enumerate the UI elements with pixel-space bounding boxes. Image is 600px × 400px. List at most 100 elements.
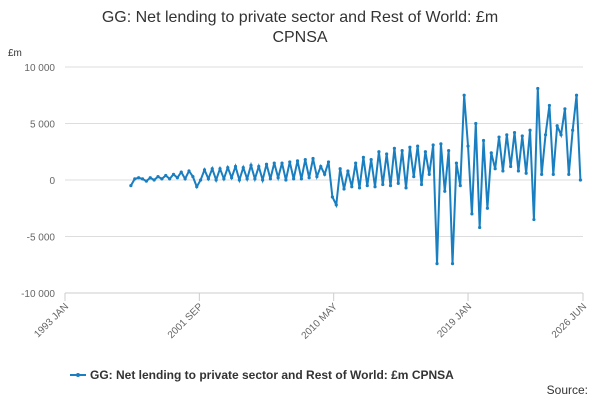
data-point: [338, 167, 342, 171]
data-point: [237, 178, 241, 182]
data-point: [261, 178, 265, 182]
data-point: [311, 156, 315, 161]
x-tick-label: 2019 JAN: [435, 301, 474, 340]
data-point: [474, 121, 478, 126]
x-tick-label: 2001 SEP: [166, 301, 206, 341]
data-point: [133, 177, 137, 181]
data-point: [288, 160, 292, 164]
data-point: [241, 165, 245, 170]
y-tick-label: 10 000: [24, 63, 55, 74]
data-point: [369, 158, 373, 162]
data-point: [303, 158, 307, 162]
data-point: [140, 177, 145, 181]
data-point: [578, 178, 583, 182]
data-point: [156, 175, 160, 179]
data-point: [532, 217, 536, 222]
data-point: [292, 177, 296, 181]
data-point: [536, 86, 540, 91]
data-point: [307, 176, 311, 180]
data-point: [354, 161, 358, 165]
data-point: [249, 163, 253, 167]
data-point: [373, 185, 377, 189]
data-point: [512, 130, 517, 135]
data-point: [427, 172, 431, 176]
data-point: [295, 159, 300, 163]
y-tick-label: 0: [49, 176, 55, 187]
data-point: [381, 182, 385, 187]
data-point: [218, 167, 222, 171]
y-tick-label: -5 000: [27, 233, 56, 244]
data-point: [547, 103, 552, 108]
data-point: [559, 133, 563, 137]
data-point: [280, 161, 284, 165]
data-point: [540, 172, 544, 176]
data-point: [230, 176, 234, 180]
data-point: [400, 149, 404, 153]
data-point: [450, 262, 455, 266]
data-point: [226, 165, 230, 170]
y-tick-label: -10 000: [21, 289, 55, 300]
data-point: [326, 160, 331, 164]
x-tick-label: 1993 JAN: [32, 301, 71, 340]
data-point: [408, 145, 412, 149]
data-point: [299, 177, 303, 181]
data-point: [175, 176, 179, 180]
data-point: [470, 212, 474, 216]
data-point: [520, 134, 524, 138]
data-point: [284, 178, 288, 182]
data-point: [423, 150, 428, 154]
chart-title: GG: Net lending to private sector and Re…: [102, 9, 498, 46]
data-point: [396, 181, 400, 185]
data-point: [435, 262, 439, 266]
data-point: [210, 167, 214, 171]
data-point: [264, 162, 269, 166]
data-point: [466, 144, 470, 148]
data-point: [365, 184, 369, 188]
y-axis-unit: £m: [8, 48, 22, 59]
data-point: [509, 164, 513, 169]
legend-marker: [76, 373, 80, 377]
data-point: [478, 225, 482, 230]
data-point: [206, 177, 210, 181]
data-point: [148, 176, 152, 180]
data-point: [497, 135, 501, 139]
data-point: [257, 164, 261, 169]
series-line: [130, 88, 582, 264]
data-point: [563, 107, 567, 111]
data-point: [431, 143, 435, 147]
data-point: [315, 175, 319, 179]
data-point: [272, 161, 276, 165]
data-point: [179, 170, 183, 174]
data-point: [233, 164, 238, 169]
data-point: [505, 133, 509, 137]
data-point: [447, 149, 451, 153]
data-point: [493, 167, 497, 171]
data-point: [350, 185, 354, 189]
data-point: [346, 169, 350, 173]
legend-label: GG: Net lending to private sector and Re…: [90, 368, 454, 382]
data-point: [419, 182, 424, 187]
data-point: [187, 169, 191, 173]
data-point: [144, 179, 148, 183]
data-point: [485, 206, 490, 210]
data-point: [361, 155, 365, 159]
data-point: [404, 186, 408, 190]
x-tick-label: 2010 MAY: [300, 301, 341, 342]
data-point: [319, 164, 323, 169]
data-point: [443, 189, 447, 193]
data-point: [377, 150, 381, 154]
data-point: [489, 151, 493, 155]
data-point: [137, 176, 141, 180]
data-point: [253, 177, 257, 181]
data-point: [334, 203, 338, 207]
data-point: [152, 178, 156, 182]
data-point: [276, 176, 280, 180]
data-point: [458, 184, 462, 188]
data-point: [551, 172, 555, 176]
data-point: [392, 146, 397, 150]
data-point: [574, 93, 579, 97]
data-point: [171, 172, 176, 176]
data-point: [412, 175, 416, 179]
data-point: [555, 124, 559, 128]
